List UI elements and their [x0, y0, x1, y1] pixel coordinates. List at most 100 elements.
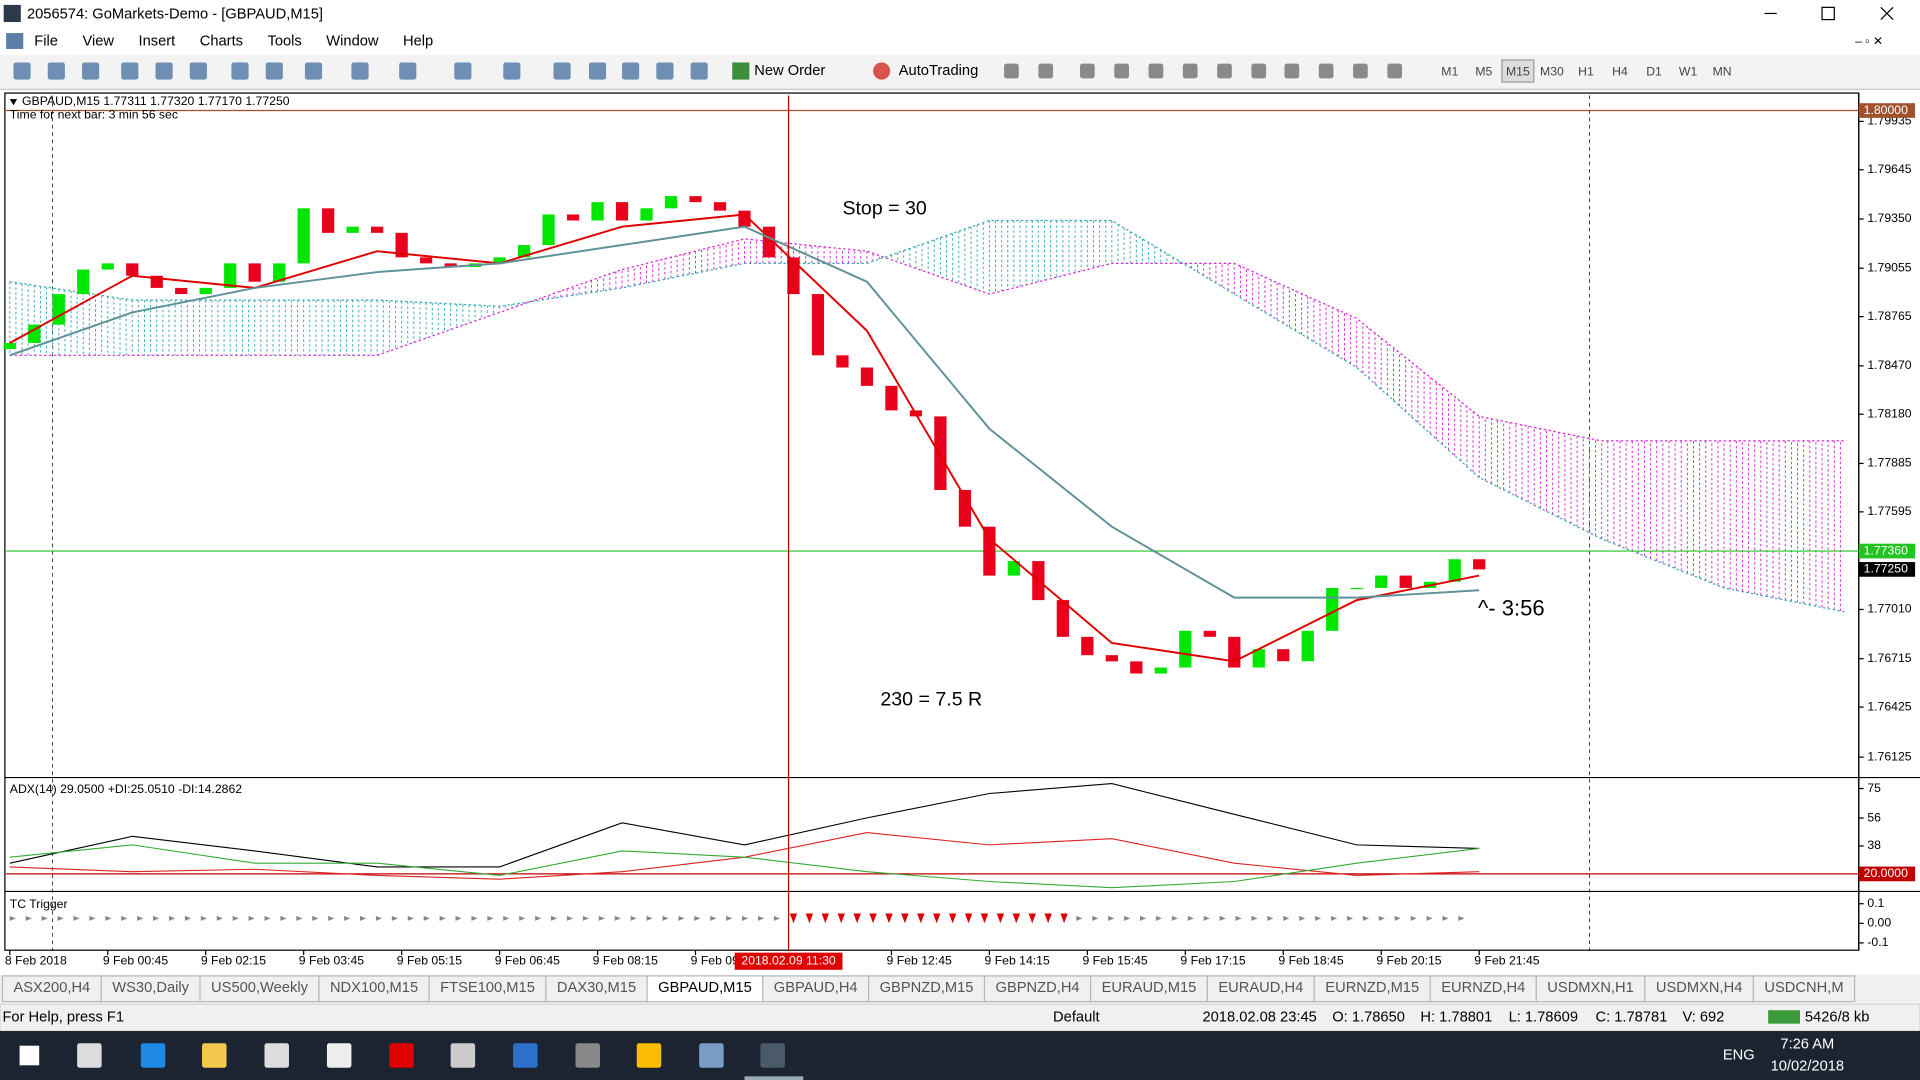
new-order-icon[interactable] [732, 62, 750, 80]
tab-label[interactable]: USDMXN,H1 [1547, 980, 1634, 996]
start-button[interactable] [19, 1045, 40, 1066]
tab-label[interactable]: WS30,Daily [112, 980, 189, 996]
tab[interactable] [199, 975, 320, 1003]
tab-label[interactable]: EURAUD,H4 [1218, 980, 1303, 996]
toolbar-icon[interactable] [1217, 63, 1232, 79]
menu-item[interactable]: Window [326, 34, 379, 50]
toolbar-icon[interactable] [121, 62, 139, 80]
toolbar-icon[interactable] [1182, 63, 1198, 79]
toolbar-icon[interactable] [1148, 63, 1164, 79]
toolbar-icon[interactable] [1318, 63, 1334, 79]
tab[interactable] [1752, 975, 1856, 1003]
tab-label[interactable]: GBPAUD,M15 [658, 980, 752, 996]
taskbar-app[interactable] [513, 1043, 538, 1068]
menu-item[interactable]: Help [403, 34, 433, 50]
tab-label[interactable]: ASX200,H4 [13, 980, 90, 996]
toolbar-icon[interactable] [189, 62, 207, 80]
toolbar-icon[interactable] [1353, 63, 1368, 79]
close-button[interactable] [1880, 6, 1894, 21]
taskbar-app[interactable] [264, 1043, 289, 1068]
tab[interactable] [868, 975, 986, 1003]
tab-label[interactable]: NDX100,M15 [330, 980, 418, 996]
taskbar-app[interactable] [77, 1043, 102, 1068]
timeframe-button[interactable]: H1 [1578, 64, 1594, 78]
toolbar-icon[interactable] [1387, 63, 1403, 79]
tab[interactable] [1206, 975, 1315, 1003]
taskbar-app[interactable] [326, 1043, 352, 1068]
tab-label[interactable]: EURNZD,M15 [1325, 980, 1419, 996]
tab-label[interactable]: USDMXN,H4 [1656, 980, 1743, 996]
toolbar-icon[interactable] [1004, 63, 1019, 79]
toolbar-icon[interactable] [351, 62, 369, 80]
clock-date[interactable]: 10/02/2018 [1771, 1058, 1845, 1074]
toolbar-icon[interactable] [13, 62, 31, 80]
new-order-button[interactable]: New Order [754, 63, 825, 79]
taskbar-app[interactable] [636, 1043, 662, 1068]
tab[interactable] [428, 975, 547, 1003]
tab[interactable] [1313, 975, 1431, 1003]
taskbar-app[interactable] [389, 1043, 414, 1068]
toolbar-icon[interactable] [155, 62, 173, 80]
tab-label[interactable]: USDCNH,M [1764, 980, 1843, 996]
tab[interactable] [1644, 975, 1755, 1003]
tab-label[interactable]: EURNZD,H4 [1441, 980, 1525, 996]
timeframe-button[interactable]: M30 [1540, 64, 1564, 78]
toolbar-icon[interactable] [690, 62, 708, 80]
tab-label[interactable]: GBPNZD,M15 [880, 980, 974, 996]
toolbar-icon[interactable] [553, 62, 571, 80]
tab-label[interactable]: GBPAUD,H4 [774, 980, 858, 996]
taskbar-app[interactable] [699, 1043, 724, 1068]
toolbar-icon[interactable] [1038, 63, 1054, 79]
taskbar-app[interactable] [140, 1043, 166, 1068]
tab-label[interactable]: EURAUD,M15 [1102, 980, 1197, 996]
timeframe-button[interactable]: M1 [1441, 64, 1458, 78]
taskbar-app[interactable] [450, 1043, 476, 1068]
timeframe-button[interactable]: MN [1713, 64, 1732, 78]
toolbar-icon[interactable] [588, 62, 607, 80]
clock-time[interactable]: 7:26 AM [1780, 1036, 1834, 1052]
restore-button[interactable] [1821, 6, 1835, 21]
language[interactable]: ENG [1723, 1047, 1755, 1063]
taskbar-app[interactable] [202, 1043, 227, 1068]
menu-item[interactable]: Charts [200, 34, 243, 50]
tab-label[interactable]: DAX30,M15 [557, 980, 636, 996]
toolbar-icon[interactable] [454, 62, 472, 80]
menu-item[interactable]: Tools [267, 34, 301, 50]
toolbar-icon[interactable] [399, 62, 417, 80]
toolbar-icon[interactable] [622, 62, 640, 80]
toolbar-icon[interactable] [231, 62, 249, 80]
toolbar-icon[interactable] [656, 62, 674, 80]
tab[interactable] [762, 975, 870, 1003]
toolbar-icon[interactable] [304, 62, 323, 80]
timeframe-button[interactable]: W1 [1679, 64, 1698, 78]
tab[interactable] [545, 975, 648, 1003]
toolbar-icon[interactable] [265, 62, 283, 80]
timeframe-button[interactable]: D1 [1646, 64, 1662, 78]
child-controls[interactable]: – ▫ ✕ [1855, 34, 1883, 48]
timeframe-button[interactable]: M15 [1506, 64, 1530, 78]
menu-item[interactable]: Insert [139, 34, 176, 50]
toolbar-icon[interactable] [47, 62, 65, 80]
tab[interactable] [1090, 975, 1208, 1003]
toolbar-icon[interactable] [82, 62, 100, 80]
timeframe-button[interactable]: M5 [1475, 64, 1492, 78]
toolbar-icon[interactable] [1284, 63, 1300, 79]
menu-item[interactable]: File [34, 34, 58, 50]
tab-label[interactable]: GBPNZD,H4 [996, 980, 1080, 996]
taskbar-app[interactable] [575, 1043, 600, 1068]
timeframe-button[interactable]: H4 [1612, 64, 1628, 78]
taskbar-app[interactable] [760, 1043, 785, 1068]
autotrading-button[interactable]: AutoTrading [899, 63, 978, 79]
toolbar-icon[interactable] [503, 62, 521, 80]
tab[interactable] [1, 975, 102, 1003]
tab-label[interactable]: US500,Weekly [211, 980, 309, 996]
toolbar-icon[interactable] [1114, 63, 1129, 79]
tab[interactable] [1429, 975, 1537, 1003]
autotrading-icon[interactable] [873, 62, 891, 80]
tab-label[interactable]: FTSE100,M15 [440, 980, 535, 996]
tab[interactable] [100, 975, 201, 1003]
toolbar-icon[interactable] [1251, 63, 1267, 79]
toolbar-icon[interactable] [1080, 63, 1095, 79]
menu-item[interactable]: View [82, 34, 114, 50]
tab-active[interactable] [646, 975, 764, 1003]
